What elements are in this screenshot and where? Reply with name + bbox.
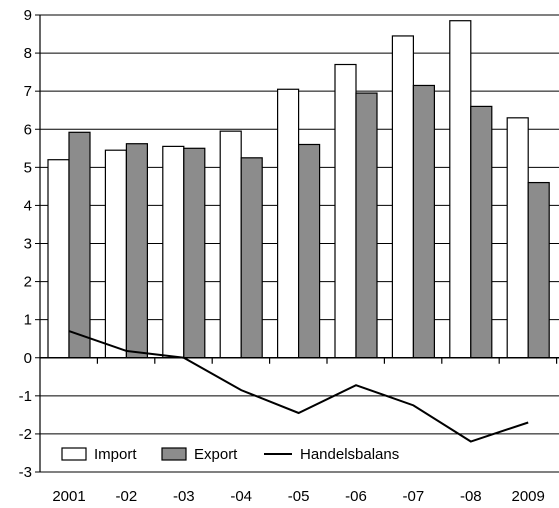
export-bar	[527, 181, 550, 359]
import-bar	[47, 159, 70, 359]
legend-export-swatch	[161, 447, 187, 461]
legend-balance-label: Handelsbalans	[300, 446, 399, 463]
y-tick-label: -2	[19, 426, 32, 443]
y-tick-label: 9	[24, 7, 32, 24]
import-bar	[104, 149, 128, 359]
x-tick-label: -04	[230, 488, 252, 505]
legend: Import Export Handelsbalans	[51, 441, 427, 467]
x-tick-label: -05	[288, 488, 310, 505]
y-tick-label: 8	[24, 45, 32, 62]
import-bar	[506, 117, 529, 359]
import-bar	[277, 88, 300, 359]
axes	[35, 14, 559, 473]
legend-box	[51, 441, 427, 467]
legend-import-swatch	[61, 447, 87, 461]
x-tick-labels: 2001 -02 -03 -04 -05 -06 -07 -08 2009	[52, 488, 545, 505]
y-tick-label: 6	[24, 121, 32, 138]
y-tick-label: -3	[19, 464, 32, 481]
legend-export-label: Export	[194, 446, 238, 463]
y-tick-label: -1	[19, 388, 32, 405]
export-bar	[470, 105, 493, 359]
export-bar	[412, 84, 435, 359]
import-bar	[219, 130, 242, 359]
y-tick-label: 4	[24, 197, 32, 214]
x-tick-label: -02	[116, 488, 138, 505]
export-bar	[355, 92, 378, 359]
export-bar	[183, 147, 206, 359]
x-tick-label: -08	[460, 488, 482, 505]
import-bar	[391, 35, 414, 359]
import-bar	[162, 145, 185, 359]
x-tick-label: -03	[173, 488, 195, 505]
bar-series	[47, 20, 550, 359]
import-bar	[449, 20, 472, 359]
y-tick-label: 1	[24, 312, 32, 329]
export-bar	[68, 131, 91, 359]
y-tick-label: 2	[24, 274, 32, 291]
y-tick-label: 5	[24, 159, 32, 176]
x-tick-label: 2001	[52, 488, 85, 505]
import-bar	[334, 63, 357, 359]
x-tick-label: -06	[345, 488, 367, 505]
export-bar	[240, 157, 263, 359]
y-tick-label: 0	[24, 350, 32, 367]
legend-import-label: Import	[94, 446, 137, 463]
balance-line-series	[68, 330, 529, 443]
y-tick-label: 7	[24, 83, 32, 100]
export-bar	[125, 143, 149, 359]
x-tick-label: 2009	[512, 488, 545, 505]
export-bar	[298, 143, 321, 359]
x-tick-label: -07	[403, 488, 425, 505]
y-tick-labels: -3 -2 -1 0 1 2 3 4 5 6 7 8 9	[19, 7, 32, 481]
y-tick-label: 3	[24, 236, 32, 253]
